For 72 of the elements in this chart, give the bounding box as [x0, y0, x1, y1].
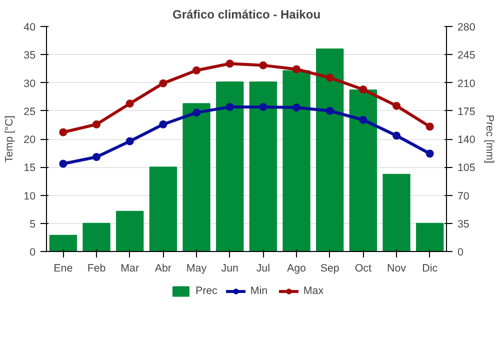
y-tick-label: 40: [24, 22, 36, 34]
y2-tick-label: 175: [458, 106, 476, 118]
point: [159, 120, 168, 128]
x-tick-label: Mar: [120, 262, 140, 274]
bar: [149, 166, 177, 252]
y2-tick-label: 210: [458, 78, 476, 90]
point: [92, 120, 100, 128]
bar: [282, 70, 310, 252]
bar: [182, 103, 210, 252]
y2-axis-title: Prec [mm]: [483, 114, 496, 164]
chart-title: Gráfico climático - Haikou: [172, 8, 321, 22]
legend-label: Prec: [195, 285, 218, 297]
point: [392, 102, 400, 110]
y-tick-label: 10: [24, 190, 36, 202]
point: [259, 61, 268, 70]
point: [326, 106, 334, 115]
bar: [82, 222, 110, 252]
bar: [382, 174, 410, 252]
y2-tick-label: 105: [458, 162, 476, 174]
x-tick-label: May: [186, 262, 208, 274]
bar: [249, 81, 277, 252]
legend-label: Min: [250, 285, 269, 297]
point: [426, 150, 434, 158]
point: [292, 104, 300, 112]
x-tick-label: Sep: [320, 262, 340, 274]
point: [59, 160, 68, 168]
y2-tick-label: 70: [458, 190, 470, 202]
point: [192, 66, 200, 74]
y-tick-label: 0: [30, 246, 36, 258]
point: [359, 116, 368, 124]
y-tick-label: 5: [30, 218, 36, 230]
y2-tick-label: 280: [458, 22, 476, 34]
x-tick-label: Ene: [54, 262, 73, 274]
bar: [216, 81, 244, 252]
x-tick-label: Dic: [422, 262, 438, 274]
point: [292, 65, 300, 74]
point: [359, 86, 368, 94]
point: [126, 100, 134, 108]
y2-tick-label: 35: [458, 218, 470, 230]
bar: [349, 89, 377, 252]
y-tick-label: 25: [24, 106, 36, 118]
point: [226, 102, 234, 111]
x-tick-label: Ago: [287, 262, 306, 274]
point: [259, 102, 268, 111]
point: [392, 132, 400, 140]
bar: [116, 210, 144, 252]
bar: [49, 234, 77, 252]
x-tick-label: Oct: [354, 262, 372, 274]
y-tick-label: 30: [24, 78, 36, 90]
point: [159, 79, 168, 88]
y-tick-label: 20: [24, 134, 36, 146]
bar: [416, 222, 444, 252]
x-tick-label: Abr: [154, 262, 172, 274]
point: [192, 108, 200, 117]
y2-tick-label: 140: [458, 134, 476, 146]
point: [92, 153, 100, 161]
y-tick-label: 15: [24, 162, 36, 174]
y-axis-title: Temp [°C]: [4, 116, 16, 162]
y2-tick-label: 245: [458, 50, 476, 62]
point: [426, 122, 434, 131]
point: [326, 74, 334, 82]
x-tick-label: Feb: [87, 262, 106, 274]
x-tick-label: Jun: [221, 262, 238, 274]
y2-tick-label: 0: [458, 246, 464, 258]
point: [226, 60, 234, 68]
x-tick-label: Nov: [387, 262, 407, 274]
x-tick-label: Jul: [256, 262, 270, 274]
point: [59, 128, 68, 136]
bar: [316, 48, 344, 252]
y-tick-label: 35: [24, 50, 36, 62]
point: [126, 137, 134, 146]
legend-label: Max: [303, 285, 324, 297]
